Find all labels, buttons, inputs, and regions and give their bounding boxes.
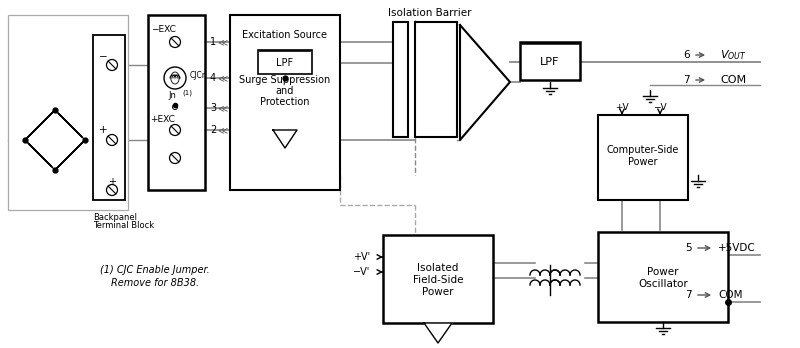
Text: (1): (1)	[182, 90, 192, 96]
Text: ≪: ≪	[217, 37, 227, 47]
Text: LPF: LPF	[277, 58, 294, 68]
Text: Power: Power	[628, 157, 658, 167]
Text: Power: Power	[422, 287, 454, 297]
Bar	[598, 115, 688, 200]
Text: −: −	[98, 52, 107, 62]
Text: 5: 5	[685, 243, 692, 253]
Text: (1) CJC Enable Jumper.: (1) CJC Enable Jumper.	[100, 265, 210, 275]
Text: Isolated: Isolated	[418, 263, 458, 273]
Text: 7: 7	[685, 290, 692, 300]
Text: −V': −V'	[353, 267, 370, 277]
Text: Computer-Side: Computer-Side	[607, 145, 679, 155]
Text: Jn: Jn	[168, 90, 176, 100]
Text: Isolation Barrier: Isolation Barrier	[388, 8, 472, 18]
Bar	[148, 15, 205, 190]
Bar	[520, 42, 580, 80]
Text: ≪: ≪	[217, 73, 227, 83]
Bar	[415, 22, 457, 137]
Text: $V_{OUT}$: $V_{OUT}$	[720, 48, 746, 62]
Text: 1: 1	[210, 37, 216, 47]
Bar	[393, 22, 408, 137]
Text: COM: COM	[720, 75, 746, 85]
Bar	[383, 235, 493, 323]
Text: LPF: LPF	[540, 57, 560, 67]
Polygon shape	[424, 323, 452, 343]
Text: +: +	[108, 177, 116, 187]
Text: Surge Suppression: Surge Suppression	[239, 75, 330, 85]
Text: Oscillator: Oscillator	[638, 279, 688, 289]
Text: −V: −V	[653, 103, 667, 112]
Text: and: and	[276, 86, 294, 96]
Text: COM: COM	[718, 290, 742, 300]
Text: 6: 6	[683, 50, 690, 60]
Bar	[598, 232, 728, 322]
Text: Remove for 8B38.: Remove for 8B38.	[111, 278, 199, 288]
Text: Field-Side: Field-Side	[413, 275, 463, 285]
Text: Backpanel: Backpanel	[93, 214, 137, 222]
Text: CJCn: CJCn	[190, 71, 208, 79]
Text: ≪: ≪	[217, 125, 227, 135]
Polygon shape	[273, 130, 297, 148]
Text: ≪: ≪	[217, 103, 227, 113]
Text: +EXC: +EXC	[150, 116, 175, 125]
Text: +5VDC: +5VDC	[718, 243, 756, 253]
Text: Protection: Protection	[260, 97, 310, 107]
Text: 7: 7	[683, 75, 690, 85]
Text: 4: 4	[210, 73, 216, 83]
Polygon shape	[460, 25, 510, 140]
Bar	[230, 15, 340, 190]
Text: +V: +V	[615, 103, 629, 112]
Bar	[8, 15, 128, 210]
Text: −EXC: −EXC	[150, 25, 175, 34]
Text: 2: 2	[210, 125, 216, 135]
Text: +: +	[98, 125, 107, 135]
Text: Power: Power	[647, 267, 678, 277]
Text: Excitation Source: Excitation Source	[242, 30, 327, 40]
Text: +V': +V'	[353, 252, 370, 262]
Bar	[93, 35, 125, 200]
Text: 3: 3	[210, 103, 216, 113]
Bar	[258, 50, 312, 74]
Text: Terminal Block: Terminal Block	[93, 221, 154, 230]
